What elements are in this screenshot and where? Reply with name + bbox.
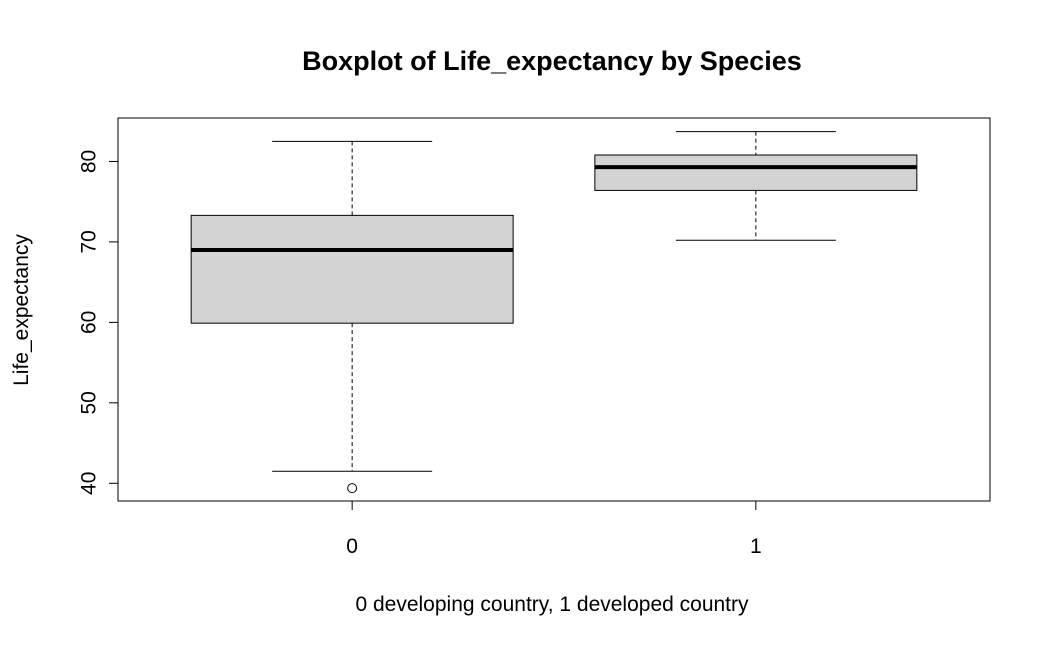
y-axis-label: Life_expectancy xyxy=(10,234,33,386)
plot-area xyxy=(190,131,918,494)
box-group-1 xyxy=(594,131,918,241)
iqr-box xyxy=(190,214,514,324)
outlier-point xyxy=(347,483,358,494)
x-tick-label: 0 xyxy=(346,535,358,558)
y-tick-label: 80 xyxy=(78,150,101,173)
y-tick-label: 70 xyxy=(78,230,101,253)
x-axis-label: 0 developing country, 1 developed countr… xyxy=(355,593,749,616)
iqr-box xyxy=(594,154,918,191)
x-tick-label: 1 xyxy=(750,535,762,558)
y-tick-label: 50 xyxy=(78,391,101,414)
chart-title: Boxplot of Life_expectancy by Species xyxy=(302,46,802,76)
y-tick-label: 60 xyxy=(78,311,101,334)
y-tick-label: 40 xyxy=(78,472,101,495)
y-axis: 40 50 60 70 80 xyxy=(78,150,119,495)
box-group-0 xyxy=(190,140,514,494)
